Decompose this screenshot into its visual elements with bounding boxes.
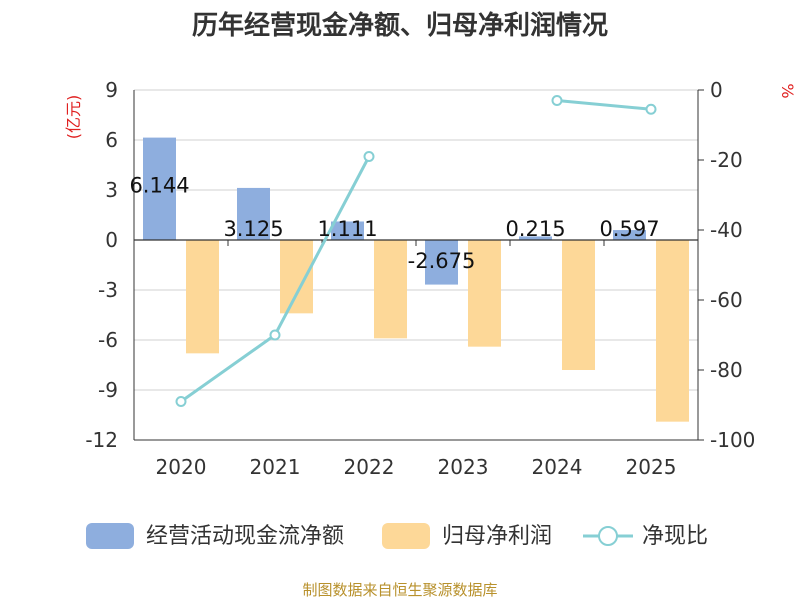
- cashflow-bar: [519, 236, 552, 240]
- cashflow-data-label: 3.125: [223, 217, 283, 241]
- right-tick-label: 0: [710, 78, 723, 102]
- cashflow-bar: [143, 137, 176, 240]
- legend-swatch-profit: [382, 523, 430, 549]
- right-tick-label: -80: [710, 358, 743, 382]
- cashflow-data-label: 1.111: [317, 217, 377, 241]
- cashflow-bar: [237, 187, 270, 240]
- legend-label-ratio: 净现比: [642, 524, 708, 549]
- left-tick-label: 3: [105, 178, 118, 202]
- tick-labels: 9 6 3 0 -3 -6 -9 -12 0 -20 -40 -60 -80 -100 2020 2021 20…: [85, 78, 755, 479]
- ratio-point: [551, 95, 563, 106]
- profit-bar: [468, 240, 501, 347]
- left-tick-label: -9: [98, 378, 118, 402]
- ratio-point: [645, 103, 657, 115]
- ratio-point: [269, 329, 281, 341]
- profit-bar: [562, 240, 595, 370]
- cashflow-data-label: 0.215: [505, 217, 565, 241]
- cashflow-bar: [331, 221, 364, 240]
- ratio-line-segment: [556, 99, 652, 111]
- legend-marker-ratio: [598, 526, 618, 546]
- axes: [133, 89, 704, 441]
- source-note: 制图数据来自恒生聚源数据库: [302, 581, 497, 599]
- profit-bar: [374, 240, 407, 339]
- x-tick-label: 2021: [250, 455, 301, 479]
- cashflow-bar: [613, 230, 646, 240]
- right-tick-label: -60: [710, 288, 743, 312]
- profit-bar: [280, 240, 313, 314]
- cashflow-data-label: -2.675: [408, 249, 476, 273]
- ratio-line: [175, 95, 657, 407]
- ratio-point: [175, 396, 187, 407]
- legend-swatch-cashflow: [86, 523, 134, 549]
- left-tick-label: 6: [105, 128, 118, 152]
- left-tick-label: -6: [98, 328, 118, 352]
- left-tick-label: -3: [98, 278, 118, 302]
- cashflow-data-label: 0.597: [599, 217, 659, 241]
- ratio-point: [363, 151, 375, 162]
- legend-label-profit: 归母净利润: [442, 524, 552, 549]
- bars: [143, 137, 689, 422]
- legend-label-cashflow: 经营活动现金流净额: [146, 524, 344, 549]
- x-tick-label: 2023: [438, 455, 489, 479]
- x-tick-label: 2025: [626, 455, 677, 479]
- left-tick-label: -12: [85, 428, 118, 452]
- left-tick-label: 0: [105, 228, 118, 252]
- left-axis-unit: (亿元): [64, 95, 83, 140]
- x-tick-label: 2024: [532, 455, 583, 479]
- right-tick-label: -20: [710, 148, 743, 172]
- data-labels: 6.144 3.125 1.111 -2.675 0.215 0.597: [129, 174, 659, 273]
- cashflow-bar: [425, 240, 458, 285]
- profit-bar: [186, 240, 219, 354]
- legend: 经营活动现金流净额 归母净利润 净现比: [86, 523, 708, 549]
- chart-title: 历年经营现金净额、归母净利润情况: [192, 10, 608, 41]
- right-axis-unit: %: [778, 83, 797, 98]
- right-tick-label: -100: [710, 428, 755, 452]
- right-tick-label: -40: [710, 218, 743, 242]
- left-tick-label: 9: [105, 78, 118, 102]
- x-tick-label: 2022: [344, 455, 395, 479]
- cashflow-data-label: 6.144: [129, 174, 189, 198]
- profit-bar: [656, 240, 689, 422]
- x-tick-label: 2020: [156, 455, 207, 479]
